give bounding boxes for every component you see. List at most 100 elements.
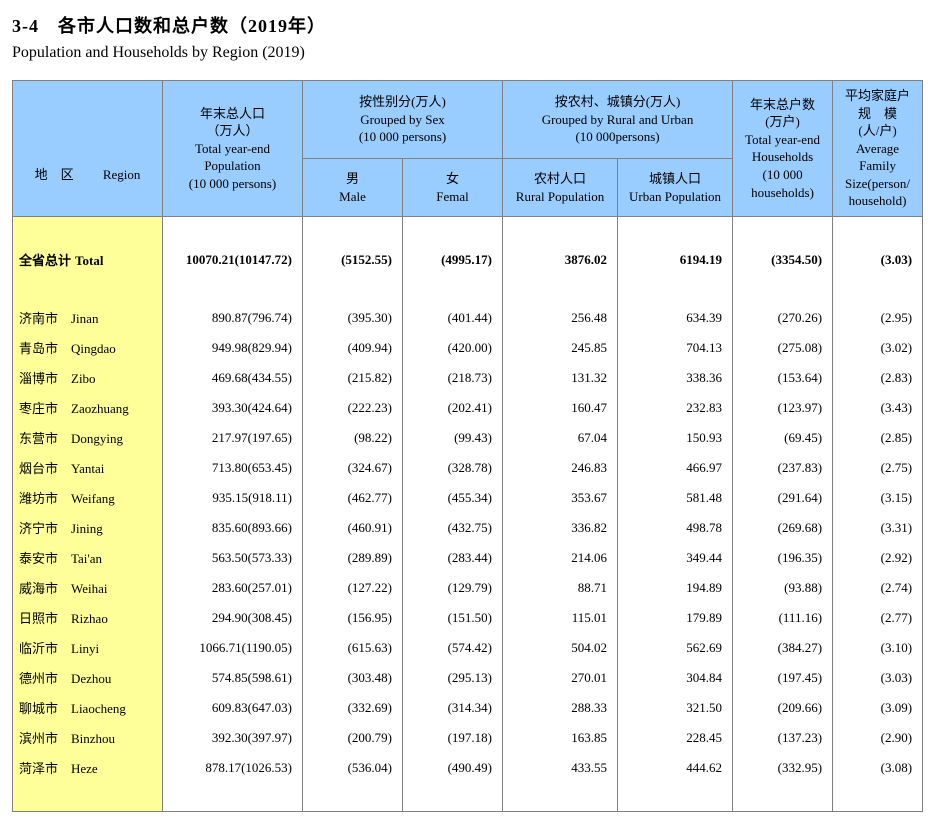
cell-region: 菏泽市 Heze (13, 753, 163, 783)
cell-size: (2.77) (833, 603, 923, 633)
region-cn: 临沂市 (19, 638, 67, 657)
cell-pop: 283.60(257.01) (163, 573, 303, 603)
region-en: Weifang (71, 491, 115, 506)
cell-pop: 217.97(197.65) (163, 423, 303, 453)
region-cn: 滨州市 (19, 728, 67, 747)
region-en: Qingdao (71, 341, 116, 356)
table-row: 聊城市Liaocheng609.83(647.03)(332.69)(314.3… (13, 693, 923, 723)
spacer-cell (163, 783, 303, 812)
table-body: 全省总计Total10070.21(10147.72)(5152.55)(499… (13, 216, 923, 811)
cell-hh: (209.66) (733, 693, 833, 723)
cell-male: (289.89) (303, 543, 403, 573)
region-cn: 聊城市 (19, 698, 67, 717)
cell-rural: 270.01 (503, 663, 618, 693)
region-cn: 泰安市 (19, 548, 67, 567)
cell-urban: 6194.19 (618, 245, 733, 275)
table-row: 临沂市Linyi1066.71(1190.05)(615.63)(574.42)… (13, 633, 923, 663)
cell-urban: 194.89 (618, 573, 733, 603)
region-en: Tai'an (71, 551, 102, 566)
cell-hh: (137.23) (733, 723, 833, 753)
region-cn: 菏泽市 (19, 758, 67, 777)
cell-female: (455.34) (403, 483, 503, 513)
region-en: Heze (71, 761, 98, 776)
cell-male: (127.22) (303, 573, 403, 603)
cell-size: (2.92) (833, 543, 923, 573)
cell-urban: 228.45 (618, 723, 733, 753)
spacer-cell (618, 216, 733, 245)
spacer-cell (733, 216, 833, 245)
header-region: 地 区 Region (13, 81, 163, 217)
cell-size: (2.95) (833, 303, 923, 333)
header-region-cn: 地 区 (35, 167, 74, 182)
title-en: Population and Households by Region (201… (12, 44, 917, 62)
cell-hh: (275.08) (733, 333, 833, 363)
cell-hh: (153.64) (733, 363, 833, 393)
cell-pop: 10070.21(10147.72) (163, 245, 303, 275)
cell-urban: 349.44 (618, 543, 733, 573)
cell-rural: 256.48 (503, 303, 618, 333)
cell-female: (202.41) (403, 393, 503, 423)
table-row: 青岛市Qingdao949.98(829.94)(409.94)(420.00)… (13, 333, 923, 363)
cell-size: (3.10) (833, 633, 923, 663)
spacer-cell (13, 216, 163, 245)
table-row: 泰安市Tai'an563.50(573.33)(289.89)(283.44)2… (13, 543, 923, 573)
header-sex-group: 按性别分(万人) Grouped by Sex (10 000 persons) (303, 81, 503, 159)
cell-male: (615.63) (303, 633, 403, 663)
region-en: Jinan (71, 311, 98, 326)
table-row: 淄博市Zibo469.68(434.55)(215.82)(218.73)131… (13, 363, 923, 393)
header-female: 女 Femal (403, 159, 503, 216)
cell-region: 枣庄市Zaozhuang (13, 393, 163, 423)
cell-urban: 150.93 (618, 423, 733, 453)
cell-region: 泰安市 Tai'an (13, 543, 163, 573)
cell-rural: 353.67 (503, 483, 618, 513)
table-row: 全省总计Total10070.21(10147.72)(5152.55)(499… (13, 245, 923, 275)
cell-urban: 704.13 (618, 333, 733, 363)
spacer-cell (303, 783, 403, 812)
cell-hh: (123.97) (733, 393, 833, 423)
cell-size: (3.09) (833, 693, 923, 723)
region-en: Binzhou (71, 731, 115, 746)
cell-region: 全省总计Total (13, 245, 163, 275)
cell-female: (432.75) (403, 513, 503, 543)
cell-region: 烟台市Yantai (13, 453, 163, 483)
table-row: 东营市Dongying217.97(197.65)(98.22)(99.43)6… (13, 423, 923, 453)
cell-pop: 935.15(918.11) (163, 483, 303, 513)
region-cn: 淄博市 (19, 368, 67, 387)
cell-male: (200.79) (303, 723, 403, 753)
region-en: Dongying (71, 431, 123, 446)
title-block: 3-4 各市人口数和总户数（2019年） Population and Hous… (12, 12, 917, 62)
table-row: 德州市Dezhou574.85(598.61)(303.48)(295.13)2… (13, 663, 923, 693)
cell-urban: 321.50 (618, 693, 733, 723)
table-row: 潍坊市Weifang935.15(918.11)(462.77)(455.34)… (13, 483, 923, 513)
spacer-cell (403, 783, 503, 812)
region-en: Rizhao (71, 611, 108, 626)
cell-urban: 232.83 (618, 393, 733, 423)
cell-female: (328.78) (403, 453, 503, 483)
spacer-cell (13, 783, 163, 812)
table-row: 枣庄市Zaozhuang393.30(424.64)(222.23)(202.4… (13, 393, 923, 423)
cell-region: 青岛市 Qingdao (13, 333, 163, 363)
cell-region: 济南市Jinan (13, 303, 163, 333)
header-rural: 农村人口 Rural Population (503, 159, 618, 216)
cell-pop: 563.50(573.33) (163, 543, 303, 573)
cell-urban: 466.97 (618, 453, 733, 483)
spacer-cell (163, 216, 303, 245)
cell-rural: 88.71 (503, 573, 618, 603)
cell-size: (3.02) (833, 333, 923, 363)
region-en: Dezhou (71, 671, 111, 686)
table-row: 威海市Weihai283.60(257.01)(127.22)(129.79)8… (13, 573, 923, 603)
cell-pop: 835.60(893.66) (163, 513, 303, 543)
spacer-cell (403, 216, 503, 245)
region-cn: 青岛市 (19, 338, 67, 357)
cell-urban: 634.39 (618, 303, 733, 333)
table-row: 滨州市Binzhou392.30(397.97)(200.79)(197.18)… (13, 723, 923, 753)
cell-rural: 245.85 (503, 333, 618, 363)
cell-region: 日照市Rizhao (13, 603, 163, 633)
cell-size: (2.83) (833, 363, 923, 393)
header-region-en: Region (103, 167, 141, 182)
cell-size: (3.31) (833, 513, 923, 543)
cell-size: (2.85) (833, 423, 923, 453)
region-en: Yantai (71, 461, 104, 476)
cell-male: (409.94) (303, 333, 403, 363)
region-en: Total (75, 253, 103, 268)
